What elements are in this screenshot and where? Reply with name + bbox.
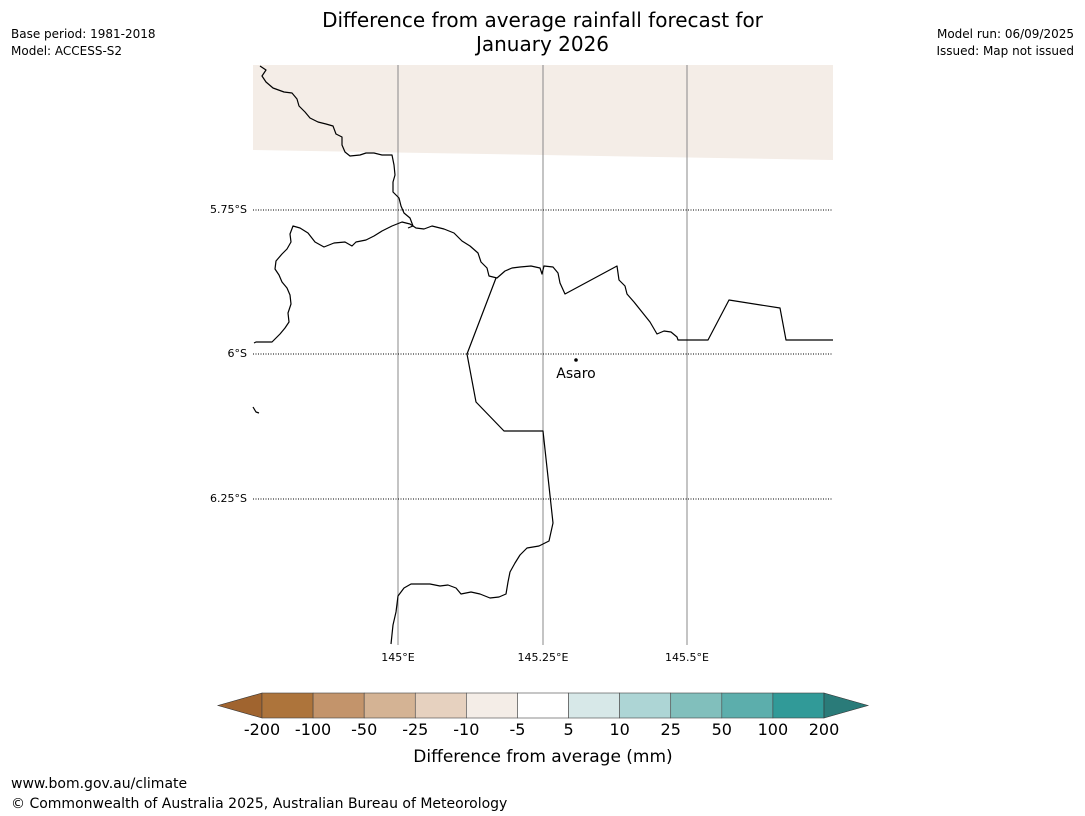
model-text: Model: ACCESS-S2: [11, 44, 123, 58]
colorbar-bin-3: [363, 692, 416, 719]
colorbar-tick-label: -100: [295, 720, 331, 739]
longitude-gridlines: [397, 65, 688, 645]
colorbar-tick-label: -5: [509, 720, 525, 739]
model-info: Base period: 1981-2018 Model: ACCESS-S2: [11, 26, 156, 60]
colorbar-bin-2: [312, 692, 365, 719]
colorbar-bin-11: [772, 692, 825, 719]
colorbar-tick-label: 200: [809, 720, 840, 739]
colorbar-tick-label: 50: [712, 720, 732, 739]
colorbar-bin-8: [619, 692, 672, 719]
colorbar-bin-1: [261, 692, 314, 719]
asaro-label: Asaro: [556, 366, 595, 382]
footer-copyright: © Commonwealth of Australia 2025, Austra…: [11, 796, 508, 812]
base-period-text: Base period: 1981-2018: [11, 27, 156, 41]
latitude-gridlines: [253, 209, 833, 500]
colorbar-bin-7: [568, 692, 620, 719]
map-title: Difference from average rainfall forecas…: [0, 8, 1085, 56]
colorbar-tick-label: -50: [351, 720, 377, 739]
lon-label-145-25e: 145.25°E: [518, 651, 569, 664]
map-title-line2: January 2026: [475, 32, 610, 56]
colorbar-tick-label: -200: [244, 720, 280, 739]
colorbar-bin-9: [670, 692, 723, 719]
run-info: Model run: 06/09/2025 Issued: Map not is…: [936, 26, 1074, 60]
colorbar-bin-5: [466, 692, 518, 719]
lon-label-145-5e: 145.5°E: [665, 651, 709, 664]
map-title-line1: Difference from average rainfall forecas…: [322, 8, 763, 32]
colorbar: -200 -100 -50 -25 -10 -5 5 10 25 50 100 200: [216, 692, 870, 739]
colorbar-tick-label: -10: [453, 720, 479, 739]
asaro-marker: [574, 358, 578, 362]
colorbar-extend-low: [216, 692, 263, 719]
footer-url: www.bom.gov.au/climate: [11, 776, 188, 792]
lat-label-6-25s: 6.25°S: [210, 492, 247, 505]
lat-label-5-75s: 5.75°S: [210, 203, 247, 216]
lat-label-6s: 6°S: [228, 347, 247, 360]
colorbar-bin-10: [721, 692, 774, 719]
colorbar-tick-label: 100: [758, 720, 789, 739]
colorbar-extend-high: [823, 692, 870, 719]
colorbar-tick-label: 25: [661, 720, 681, 739]
province-boundaries: [252, 65, 833, 645]
lon-label-145e: 145°E: [381, 651, 414, 664]
colorbar-tick-label: 10: [609, 720, 629, 739]
colorbar-title: Difference from average (mm): [413, 747, 672, 767]
issued-text: Issued: Map not issued: [936, 44, 1074, 58]
colorbar-bin-6: [517, 692, 569, 719]
colorbar-tick-label: -25: [402, 720, 428, 739]
colorbar-tick-label: 5: [563, 720, 573, 739]
model-run-text: Model run: 06/09/2025: [936, 27, 1074, 41]
colorbar-bin-4: [414, 692, 467, 719]
